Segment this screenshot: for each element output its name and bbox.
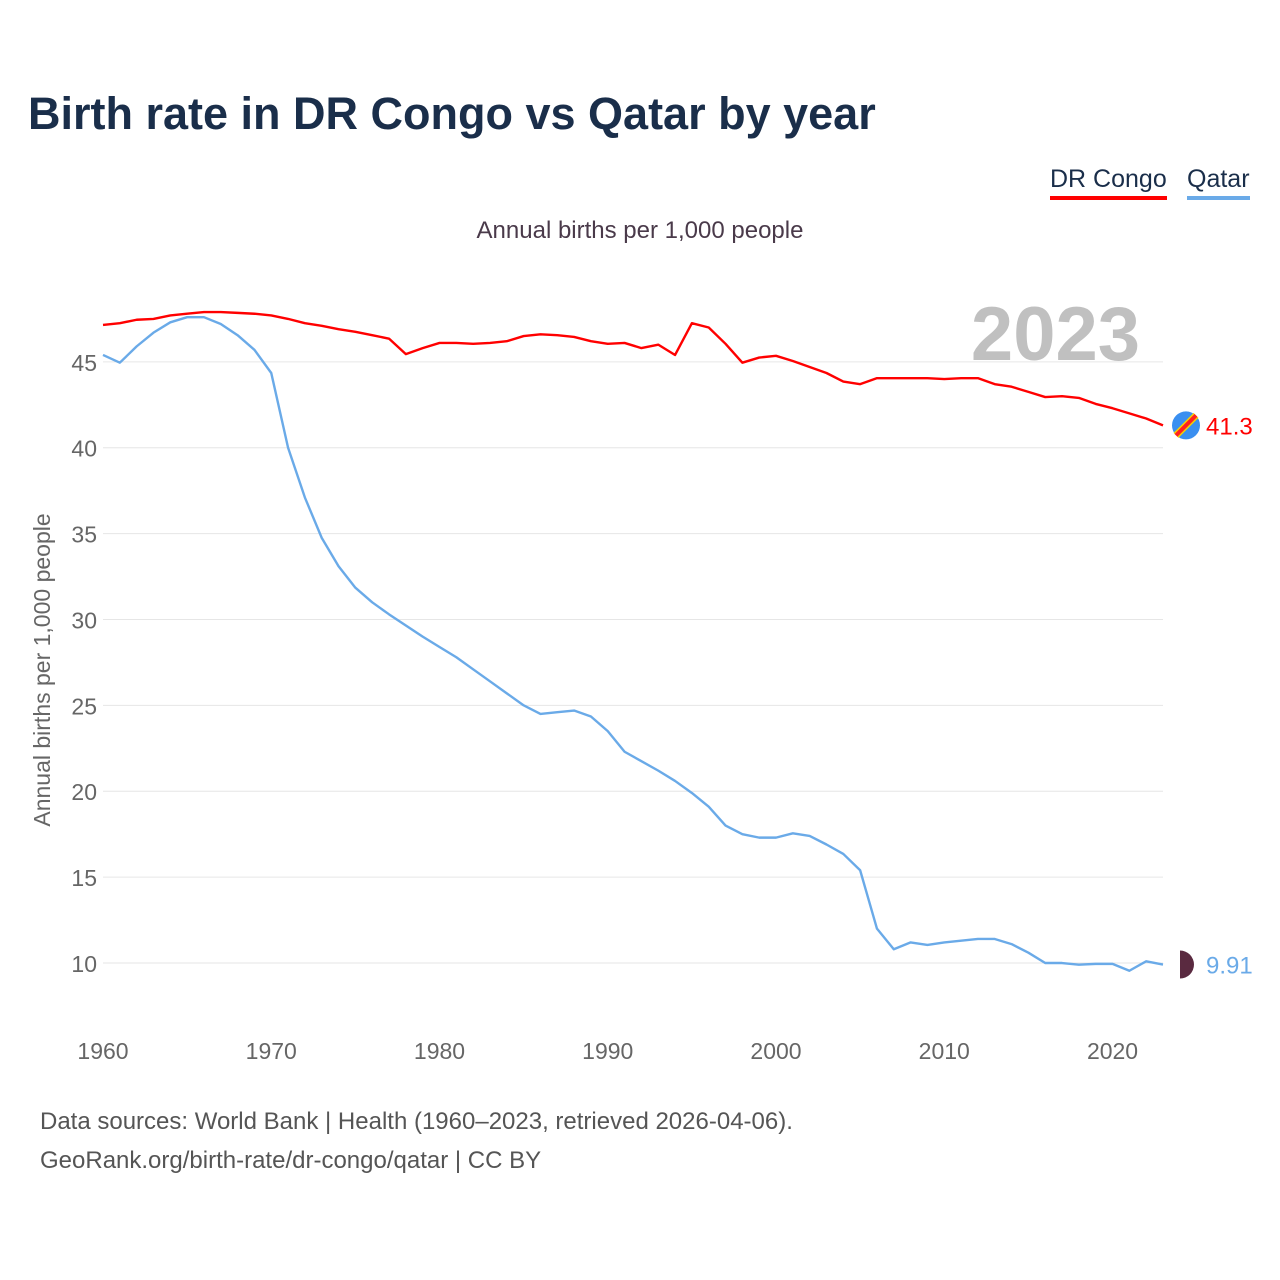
chart-subtitle: Annual births per 1,000 people — [476, 217, 804, 244]
x-tick-label: 2000 — [750, 1038, 801, 1064]
y-axis-label: Annual births per 1,000 people — [29, 513, 55, 826]
credit-link[interactable]: GeoRank.org/birth-rate/dr-congo/qatar | … — [40, 1147, 542, 1174]
x-tick-label: 1990 — [582, 1038, 633, 1064]
legend-item-qatar[interactable]: Qatar — [1187, 165, 1250, 200]
x-tick-label: 1970 — [246, 1038, 297, 1064]
data-source: Data sources: World Bank | Health (1960–… — [40, 1108, 793, 1135]
series-line-qatar — [102, 315, 1164, 972]
flag-stripe — [1174, 413, 1198, 437]
y-tick-label: 40 — [71, 436, 97, 462]
series-line-dr-congo — [102, 310, 1164, 427]
y-tick-label: 30 — [71, 607, 97, 633]
x-tick-label: 2020 — [1087, 1038, 1138, 1064]
y-tick-label: 35 — [71, 522, 97, 548]
y-tick-label: 15 — [71, 865, 97, 891]
y-tick-label: 45 — [71, 350, 97, 376]
x-tick-label: 1960 — [77, 1038, 128, 1064]
chart-title: Birth rate in DR Congo vs Qatar by year — [28, 88, 876, 139]
legend-item-dr-congo[interactable]: DR Congo — [1050, 165, 1167, 200]
end-value-label: 41.3 — [1206, 413, 1253, 440]
x-tick-label: 2010 — [919, 1038, 970, 1064]
flag-maroon — [1182, 951, 1192, 978]
y-tick-label: 10 — [71, 951, 97, 977]
end-value-label: 9.91 — [1206, 953, 1253, 980]
y-tick-label: 20 — [71, 779, 97, 805]
x-tick-label: 1980 — [414, 1038, 465, 1064]
y-tick-label: 25 — [71, 693, 97, 719]
year-watermark: 2023 — [971, 292, 1140, 377]
